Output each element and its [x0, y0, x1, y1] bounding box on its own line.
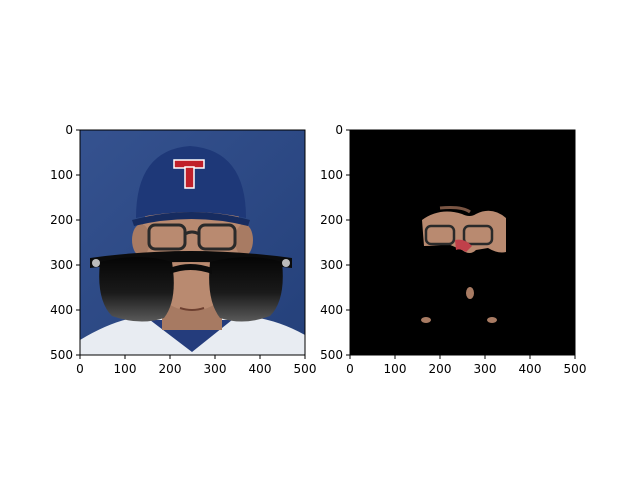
- right-x-tick-label: 500: [564, 362, 587, 376]
- right-x-tick-label: 0: [346, 362, 354, 376]
- sunglasses-overlay: [90, 251, 292, 322]
- right-x-tick-label: 400: [519, 362, 542, 376]
- right-axes-frame: [349, 129, 576, 356]
- left-y-tick-label: 500: [50, 348, 73, 362]
- left-y-tick-label: 300: [50, 258, 73, 272]
- left-x-tick-label: 500: [294, 362, 317, 376]
- right-y-tick-label: 0: [335, 123, 343, 137]
- cap-logo-icon: [173, 159, 205, 189]
- right-x-tick-label: 200: [429, 362, 452, 376]
- right-y-ticks: 0 100 200 300 400 500: [320, 123, 350, 362]
- eyeglasses: [147, 223, 237, 251]
- left-image: [80, 130, 305, 355]
- right-y-tick-label: 100: [320, 168, 343, 182]
- right-y-tick-label: 500: [320, 348, 343, 362]
- left-y-tick-label: 100: [50, 168, 73, 182]
- right-x-ticks: 0 100 200 300 400 500: [346, 355, 586, 376]
- left-x-tick-label: 200: [159, 362, 182, 376]
- left-axes-frame: [79, 129, 306, 356]
- left-y-ticks: 0 100 200 300 400 500: [50, 123, 80, 362]
- left-x-tick-label: 300: [204, 362, 227, 376]
- left-y-tick-label: 0: [65, 123, 73, 137]
- right-y-tick-label: 300: [320, 258, 343, 272]
- right-x-tick-label: 100: [384, 362, 407, 376]
- left-x-ticks: 0 100 200 300 400 500: [76, 355, 316, 376]
- right-y-tick-label: 200: [320, 213, 343, 227]
- right-x-tick-label: 300: [474, 362, 497, 376]
- left-y-tick-label: 200: [50, 213, 73, 227]
- left-axes: 0 100 200 300 400 500 0 100 200 300 400 500: [50, 123, 316, 376]
- left-x-tick-label: 0: [76, 362, 84, 376]
- left-x-tick-label: 100: [114, 362, 137, 376]
- right-y-tick-label: 400: [320, 303, 343, 317]
- left-x-tick-label: 400: [249, 362, 272, 376]
- right-image: [350, 130, 575, 355]
- left-y-tick-label: 400: [50, 303, 73, 317]
- right-axes: 0 100 200 300 400 500 0 100 200 300 400 500: [320, 123, 586, 376]
